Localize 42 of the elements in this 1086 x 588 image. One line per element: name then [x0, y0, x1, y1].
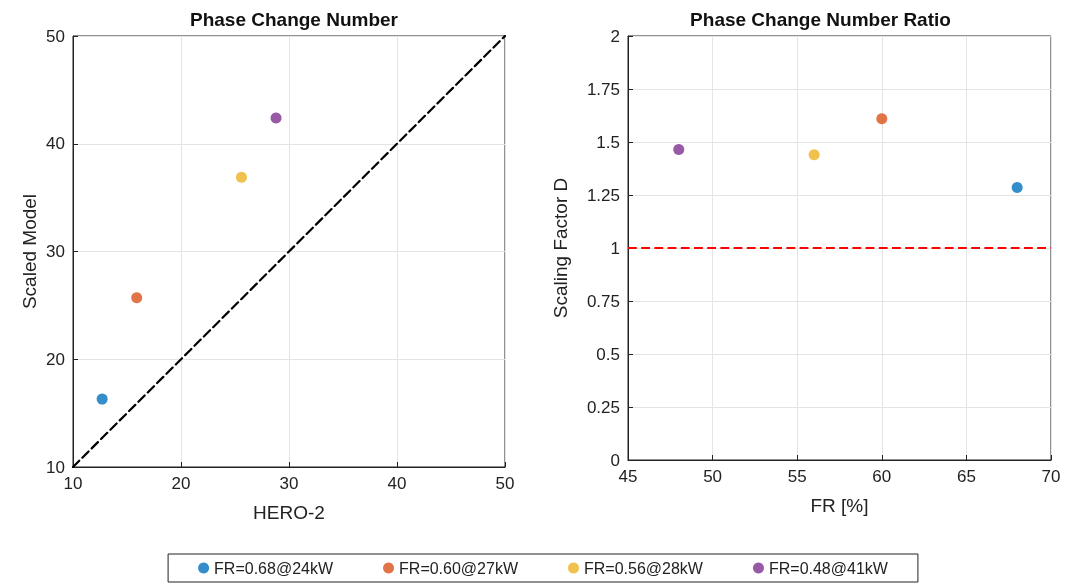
point [96, 393, 108, 405]
x-axis-title: FR [%] [810, 495, 869, 516]
y-axis-title: Scaling Factor D [550, 177, 571, 319]
x-tick-label: 55 [787, 467, 807, 486]
chart-title: Phase Change Number Ratio [690, 9, 951, 30]
y-tick-label: 30 [46, 242, 65, 261]
chart-title: Phase Change Number [190, 9, 399, 30]
point [131, 292, 143, 304]
point [673, 143, 685, 155]
x-axis-title: HERO-2 [253, 502, 325, 523]
y-tick-label: 1.75 [586, 79, 620, 99]
x-tick-label: 60 [872, 467, 892, 486]
point [235, 171, 247, 183]
x-tick-label: 50 [495, 474, 515, 493]
x-tick-label: 20 [171, 474, 191, 493]
legend-label: FR=0.56@28kW [584, 559, 704, 577]
y-tick-label: 20 [46, 349, 65, 369]
x-tick-label: 10 [63, 474, 83, 493]
x-tick-label: 65 [956, 467, 976, 486]
point [270, 112, 282, 124]
x-tick-label: 40 [387, 474, 407, 493]
y-tick-label: 1.25 [586, 185, 620, 205]
y-axis-title: Scaled Model [19, 193, 40, 310]
y-tick-label: 0.5 [596, 344, 620, 364]
x-tick-label: 45 [618, 467, 638, 486]
x-tick-label: 30 [279, 474, 299, 493]
y-tick-label: 50 [46, 26, 65, 46]
y-tick-label: 0 [610, 450, 620, 470]
point [1011, 182, 1023, 194]
legend-label: FR=0.60@27kW [399, 559, 519, 577]
legend-label: FR=0.68@24kW [214, 559, 334, 577]
x-tick-label: 50 [703, 467, 723, 486]
y-tick-label: 0.75 [586, 291, 620, 311]
point [808, 149, 820, 161]
y-tick-label: 1 [610, 238, 620, 258]
point [876, 113, 888, 125]
y-tick-label: 2 [610, 26, 620, 46]
legend-label: FR=0.48@41kW [768, 559, 889, 577]
x-tick-label: 70 [1041, 467, 1061, 486]
y-tick-label: 0.25 [586, 397, 620, 417]
y-tick-label: 1.5 [596, 132, 620, 152]
y-tick-label: 40 [46, 134, 65, 154]
